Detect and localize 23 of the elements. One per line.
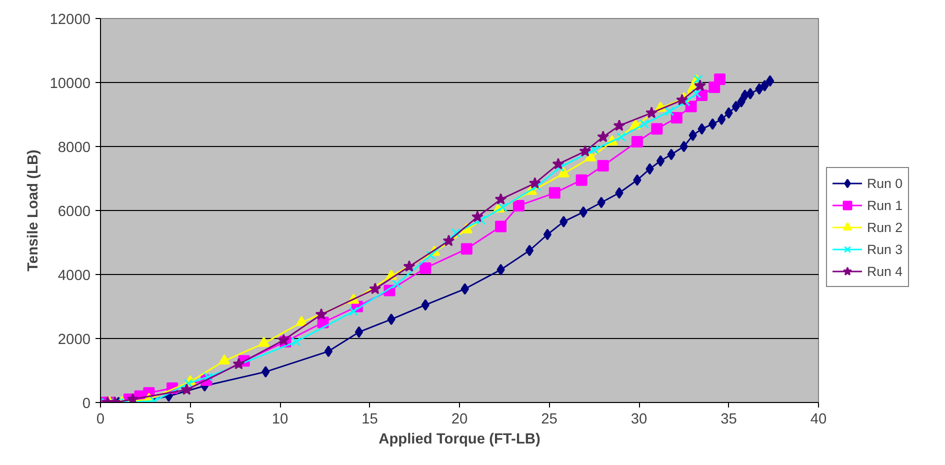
x-tick-label: 35	[720, 412, 737, 428]
y-tick-label: 6000	[58, 204, 91, 220]
y-tick-label: 10000	[50, 76, 91, 92]
x-tick-label: 20	[451, 412, 468, 428]
legend-label: Run 1	[867, 198, 903, 212]
x-tick-label: 15	[362, 412, 378, 428]
legend-label: Run 0	[867, 176, 903, 190]
y-tick-label: 2000	[58, 332, 91, 348]
y-tick-label: 8000	[58, 140, 91, 156]
x-tick-label: 10	[272, 412, 288, 428]
legend-label: Run 2	[867, 220, 903, 234]
y-tick-label: 0	[82, 396, 91, 412]
x-tick-label: 30	[630, 412, 648, 428]
y-tick-label: 12000	[50, 12, 91, 28]
y-axis-title: Tensile Load (LB)	[26, 149, 42, 272]
x-tick-label: 0	[96, 412, 105, 428]
legend-label: Run 3	[867, 242, 903, 256]
x-tick-label: 40	[810, 412, 827, 428]
y-tick-label: 4000	[58, 268, 91, 284]
x-axis-title: Applied Torque (FT-LB)	[378, 432, 540, 448]
legend-label: Run 4	[867, 264, 903, 278]
x-tick-label: 5	[186, 412, 194, 428]
x-tick-label: 25	[541, 412, 558, 428]
